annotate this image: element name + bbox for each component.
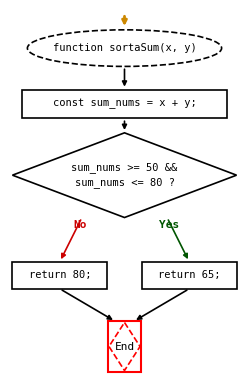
Text: End: End — [114, 341, 135, 352]
Text: No: No — [73, 220, 86, 230]
Text: const sum_nums = x + y;: const sum_nums = x + y; — [53, 99, 196, 109]
Text: return 80;: return 80; — [28, 270, 91, 280]
Text: return 65;: return 65; — [158, 270, 221, 280]
Text: Yes: Yes — [159, 220, 180, 230]
Text: function sortaSum(x, y): function sortaSum(x, y) — [53, 43, 196, 53]
Text: sum_nums >= 50 &&
sum_nums <= 80 ?: sum_nums >= 50 && sum_nums <= 80 ? — [71, 162, 178, 189]
